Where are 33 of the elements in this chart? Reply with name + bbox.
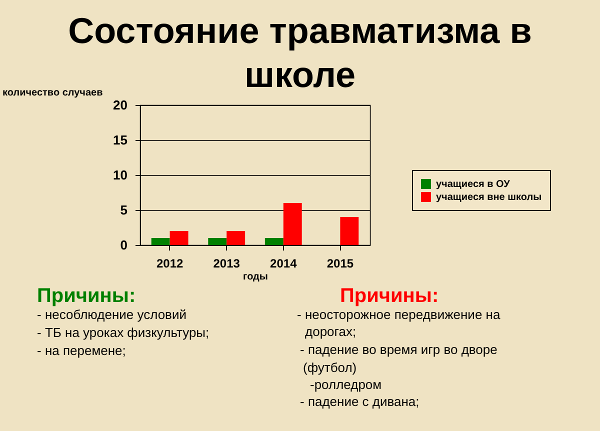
bar <box>226 231 246 245</box>
x-axis-title: годы <box>243 272 268 282</box>
y-tick-label: 0 <box>120 238 128 252</box>
y-tick-label: 20 <box>113 98 128 112</box>
legend-label: учащиеся в ОУ <box>436 179 511 190</box>
text: - на перемене; <box>37 343 126 358</box>
bar <box>340 217 359 245</box>
x-tick-label: 2012 <box>156 256 184 270</box>
y-tick-label: 5 <box>120 202 128 218</box>
y-axis-title: количество случаев <box>2 88 103 98</box>
bar <box>283 203 302 245</box>
legend-label: учащиеся вне школы <box>436 192 542 203</box>
text: - падение во время игр во дворе <box>300 342 498 357</box>
x-tick-label: 2015 <box>326 256 354 270</box>
bar <box>264 238 284 245</box>
y-tick-label: 15 <box>113 132 128 148</box>
text: Причины: <box>340 285 439 307</box>
bar <box>170 231 188 245</box>
bar <box>208 238 227 245</box>
text: -ролледром <box>310 377 382 392</box>
text: Причины: <box>37 285 136 307</box>
text: дорогах; <box>305 324 356 339</box>
text: школе <box>244 54 356 95</box>
y-tick-label: 10 <box>113 168 128 182</box>
text: - неосторожное передвижение на <box>297 307 501 322</box>
x-tick-label: 2014 <box>270 256 298 270</box>
text: Состояние травматизма в <box>68 10 532 51</box>
text: - несоблюдение условий <box>37 307 186 322</box>
text: - падение с дивана; <box>300 394 420 409</box>
text: - ТБ на уроках физкультуры; <box>37 325 210 340</box>
x-tick-label: 2013 <box>213 256 240 270</box>
bar <box>151 238 170 245</box>
text: (футбол) <box>303 360 357 375</box>
